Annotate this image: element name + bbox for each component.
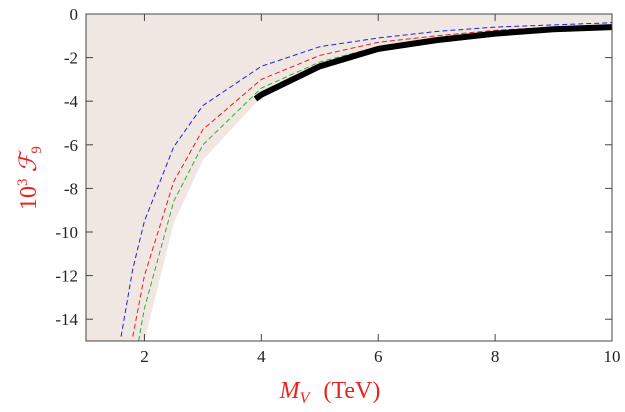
y-tick-label: -12 bbox=[55, 267, 78, 286]
y-label-symbol: ℱ bbox=[16, 149, 42, 172]
y-tick-label: 0 bbox=[70, 5, 79, 24]
excluded-region bbox=[86, 14, 612, 341]
y-label-exponent: 3 bbox=[15, 178, 31, 186]
x-tick-label: 10 bbox=[604, 347, 621, 366]
x-tick-label: 6 bbox=[374, 347, 383, 366]
x-axis-label: MV (TeV) bbox=[279, 378, 381, 407]
curve bbox=[138, 24, 612, 341]
x-label-unit: (TeV) bbox=[323, 378, 380, 404]
y-tick-label: -8 bbox=[64, 179, 78, 198]
plot-frame bbox=[85, 13, 613, 342]
y-label-subscript: 9 bbox=[29, 146, 45, 154]
curve bbox=[253, 24, 612, 102]
x-label-symbol: M bbox=[279, 378, 302, 404]
y-tick-label: -14 bbox=[55, 310, 78, 329]
y-axis-label: 103 ℱ9 bbox=[15, 146, 45, 210]
y-tick-label: -10 bbox=[55, 223, 78, 242]
x-label-subscript: V bbox=[300, 390, 312, 407]
curve bbox=[132, 24, 612, 337]
y-tick-label: -6 bbox=[64, 136, 78, 155]
x-tick-label: 2 bbox=[140, 347, 149, 366]
plot-area bbox=[86, 14, 612, 341]
y-tick-label: -4 bbox=[64, 92, 79, 111]
x-tick-label: 8 bbox=[491, 347, 500, 366]
y-tick-label: -2 bbox=[64, 49, 78, 68]
x-tick-label: 4 bbox=[257, 347, 266, 366]
y-label-base: 10 bbox=[16, 186, 42, 210]
